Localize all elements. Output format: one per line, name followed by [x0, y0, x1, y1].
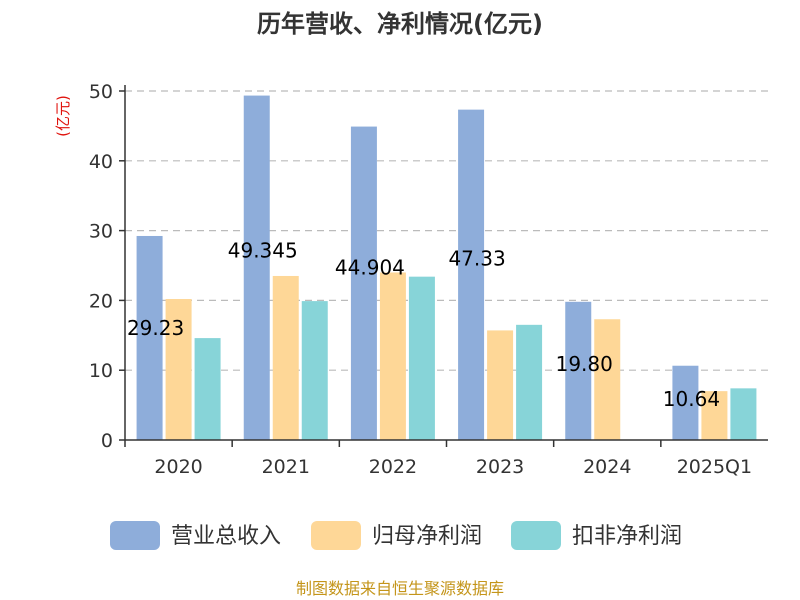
bar-2-2020 [165, 299, 192, 440]
bar-1-2022 [350, 126, 377, 441]
y-tick-label: 50 [89, 81, 113, 103]
source-note: 制图数据来自恒生聚源数据库 [296, 579, 504, 598]
y-tick-label: 40 [89, 151, 113, 173]
x-tick-label: 2021 [262, 456, 310, 478]
legend-swatch [311, 521, 361, 550]
data-label: 49.345 [228, 239, 298, 263]
bar-3-2021 [301, 301, 328, 440]
y-tick-label: 0 [101, 430, 113, 452]
bar-2-2021 [272, 275, 299, 440]
legend: 营业总收入 归母净利润 扣非净利润 [110, 521, 682, 550]
y-tick-label: 10 [89, 360, 113, 382]
legend-label: 营业总收入 [171, 524, 281, 549]
legend-label: 扣非净利润 [572, 524, 682, 549]
x-tick-label: 2022 [369, 456, 417, 478]
data-labels: 29.23 49.345 44.904 47.33 19.80 10.64 [127, 239, 720, 412]
data-label: 29.23 [127, 316, 184, 340]
data-label: 44.904 [335, 256, 405, 280]
bar-3-2023 [516, 324, 543, 440]
bars [136, 95, 757, 441]
bar-1-2025Q1 [672, 365, 699, 440]
y-tick-label: 20 [89, 290, 113, 312]
y-tick-label: 30 [89, 221, 113, 243]
legend-swatch [110, 521, 160, 550]
bar-1-2024 [565, 301, 592, 440]
x-tick-label: 2020 [154, 456, 202, 478]
bar-2-2023 [487, 330, 514, 440]
bar-1-2021 [243, 95, 270, 440]
bar-3-2020 [194, 338, 221, 440]
bar-3-2022 [408, 276, 435, 440]
x-tick-label: 2025Q1 [677, 456, 752, 478]
legend-label: 归母净利润 [372, 524, 482, 549]
bar-1-2023 [458, 109, 485, 440]
x-tick-label: 2023 [476, 456, 524, 478]
x-tick-label: 2024 [583, 456, 631, 478]
bar-2-2022 [379, 272, 406, 440]
bar-3-2025Q1 [730, 388, 757, 440]
data-label: 19.80 [556, 352, 613, 376]
y-axis-label: (亿元) [54, 95, 72, 137]
data-label: 10.64 [663, 387, 720, 411]
grid-lines [125, 90, 768, 371]
bar-2-2025Q1 [701, 391, 728, 440]
chart-title: 历年营收、净利情况(亿元) [257, 10, 543, 38]
bar-2-2024 [594, 319, 621, 440]
legend-swatch [511, 521, 561, 550]
axes: 0 10 20 30 40 50 2020 2021 2022 2023 2024 2025Q1 [89, 81, 768, 478]
data-label: 47.33 [448, 246, 505, 270]
bar-1-2020 [136, 235, 163, 440]
